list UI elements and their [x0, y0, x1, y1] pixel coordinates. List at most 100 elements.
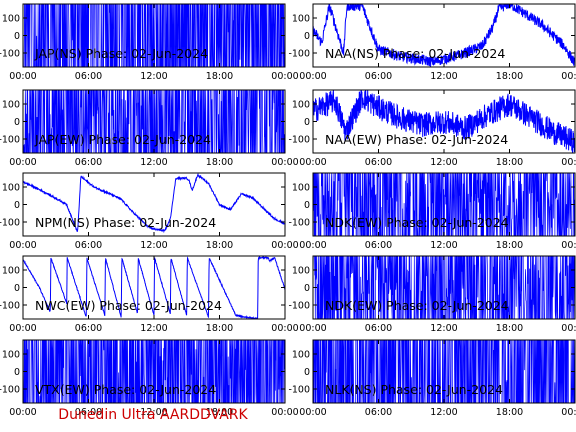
x-tick-label: 00:00 [299, 71, 326, 82]
x-tick-label: 06:00 [75, 323, 102, 334]
y-tick-label: -100 [288, 135, 310, 146]
x-tick-label: 06:00 [75, 407, 102, 418]
y-tick-label: 0 [14, 283, 20, 294]
y-tick-label: 100 [2, 350, 20, 361]
y-tick-label: -100 [288, 301, 310, 312]
x-tick-label: 12:00 [430, 323, 457, 334]
x-tick-label: 12:00 [140, 323, 167, 334]
x-tick-label: 18:00 [206, 71, 233, 82]
x-tick-label: 00:00 [9, 240, 36, 251]
y-tick-label: 0 [304, 367, 310, 378]
phase-panel-8: 100 0 -100 00:00 06:00 12:00 18:00 00:00 NDK(EW)… [288, 255, 576, 334]
phase-trace-8 [313, 256, 575, 319]
x-tick-label: 00:00 [271, 323, 298, 334]
phase-trace-4 [313, 90, 575, 153]
phase-panel-3: 100 0 -100 00:00 06:00 12:00 18:00 00:00 JAP(EW)… [0, 89, 299, 168]
y-tick-label: 100 [2, 14, 20, 25]
y-tick-label: 0 [304, 31, 310, 42]
panel-title: JAP(EW) Phase: 02-Jun-2024 [34, 132, 211, 147]
y-tick-label: 100 [292, 266, 310, 277]
x-tick-label: 12:00 [430, 240, 457, 251]
x-tick-label: 06:00 [365, 157, 392, 168]
y-tick-label: -100 [0, 218, 20, 229]
x-tick-label: 18:00 [206, 323, 233, 334]
x-tick-label: 00:00 [271, 407, 298, 418]
x-tick-label: 00:00 [9, 323, 36, 334]
x-tick-label: 00:00 [9, 157, 36, 168]
x-tick-label: 18:00 [496, 71, 523, 82]
y-tick-label: 0 [304, 117, 310, 128]
panel-title: NLK(NS) Phase: 02-Jun-2024 [325, 382, 503, 397]
phase-trace-7 [23, 256, 285, 319]
phase-panel-6: 100 0 -100 00:00 06:00 12:00 18:00 00:00 NDK(EW)… [288, 172, 576, 251]
y-tick-label: -100 [0, 301, 20, 312]
x-tick-label: 18:00 [496, 157, 523, 168]
x-tick-label: 06:00 [365, 323, 392, 334]
y-tick-label: 100 [2, 266, 20, 277]
y-tick-label: -100 [0, 385, 20, 396]
x-tick-label: 12:00 [140, 157, 167, 168]
x-tick-label: 00:00 [299, 407, 326, 418]
phase-panel-4: 100 0 -100 00:00 06:00 12:00 18:00 00:00 NAA(EW)… [288, 89, 576, 168]
x-tick-label: 06:00 [365, 407, 392, 418]
panel-title: NDK(EW) Phase: 02-Jun-2024 [325, 298, 509, 313]
panel-title: JAP(NS) Phase: 02-Jun-2024 [34, 46, 208, 61]
y-tick-label: 100 [2, 183, 20, 194]
phase-panel-1: 100 0 -100 00:00 06:00 12:00 18:00 00:00 JAP(NS)… [0, 3, 299, 82]
x-tick-label: 06:00 [75, 71, 102, 82]
x-tick-label: 00:00 [271, 240, 298, 251]
x-tick-label: 06:00 [365, 71, 392, 82]
x-tick-label: 06:00 [75, 240, 102, 251]
y-tick-label: -100 [288, 218, 310, 229]
footer-caption: Dunedin Ultra AARDDVARK [58, 407, 248, 423]
x-tick-label: 00:00 [271, 71, 298, 82]
y-tick-label: 0 [14, 367, 20, 378]
phase-trace-5 [23, 173, 285, 234]
phase-trace-6 [313, 173, 575, 236]
panel-title: NDK(EW) Phase: 02-Jun-2024 [325, 215, 509, 230]
x-tick-label: 00:00 [561, 71, 576, 82]
y-tick-label: 0 [304, 283, 310, 294]
y-tick-label: 100 [292, 183, 310, 194]
y-tick-label: -100 [0, 135, 20, 146]
x-tick-label: 00:00 [271, 157, 298, 168]
x-tick-label: 18:00 [206, 157, 233, 168]
x-tick-label: 18:00 [496, 407, 523, 418]
y-tick-label: 100 [292, 350, 310, 361]
x-tick-label: 12:00 [430, 407, 457, 418]
x-tick-label: 00:00 [561, 323, 576, 334]
x-tick-label: 18:00 [206, 240, 233, 251]
phase-panel-7: 100 0 -100 00:00 06:00 12:00 18:00 00:00 NWC(EW)… [0, 255, 299, 334]
x-tick-label: 00:00 [561, 157, 576, 168]
x-tick-label: 12:00 [140, 71, 167, 82]
y-tick-label: 100 [292, 14, 310, 25]
panel-title: NAA(NS) Phase: 02-Jun-2024 [325, 46, 505, 61]
phase-panel-9: 100 0 -100 00:00 06:00 12:00 18:00 00:00 VTX(EW)… [0, 339, 299, 418]
panel-title: VTX(EW) Phase: 02-Jun-2024 [35, 382, 216, 397]
phase-panel-10: 100 0 -100 00:00 06:00 12:00 18:00 00:00 NLK(NS)… [288, 339, 576, 418]
panel-title: NAA(EW) Phase: 02-Jun-2024 [325, 132, 508, 147]
y-tick-label: 0 [14, 200, 20, 211]
x-tick-label: 00:00 [299, 323, 326, 334]
x-tick-label: 12:00 [140, 407, 167, 418]
phase-trace-2 [313, 4, 575, 67]
y-tick-label: 0 [14, 31, 20, 42]
panel-title: NPM(NS) Phase: 02-Jun-2024 [35, 215, 216, 230]
x-tick-label: 12:00 [430, 71, 457, 82]
y-tick-label: 0 [14, 117, 20, 128]
x-tick-label: 00:00 [561, 240, 576, 251]
y-tick-label: 100 [292, 100, 310, 111]
x-tick-label: 00:00 [9, 407, 36, 418]
x-tick-label: 18:00 [496, 323, 523, 334]
x-tick-label: 06:00 [75, 157, 102, 168]
x-tick-label: 18:00 [206, 407, 233, 418]
x-tick-label: 12:00 [430, 157, 457, 168]
y-tick-label: -100 [0, 49, 20, 60]
panel-title: NWC(EW) Phase: 02-Jun-2024 [35, 298, 222, 313]
y-tick-label: -100 [288, 49, 310, 60]
x-tick-label: 00:00 [299, 240, 326, 251]
phase-panel-5: 100 0 -100 00:00 06:00 12:00 18:00 00:00 NPM(NS)… [0, 172, 299, 251]
x-tick-label: 00:00 [561, 407, 576, 418]
x-tick-label: 06:00 [365, 240, 392, 251]
